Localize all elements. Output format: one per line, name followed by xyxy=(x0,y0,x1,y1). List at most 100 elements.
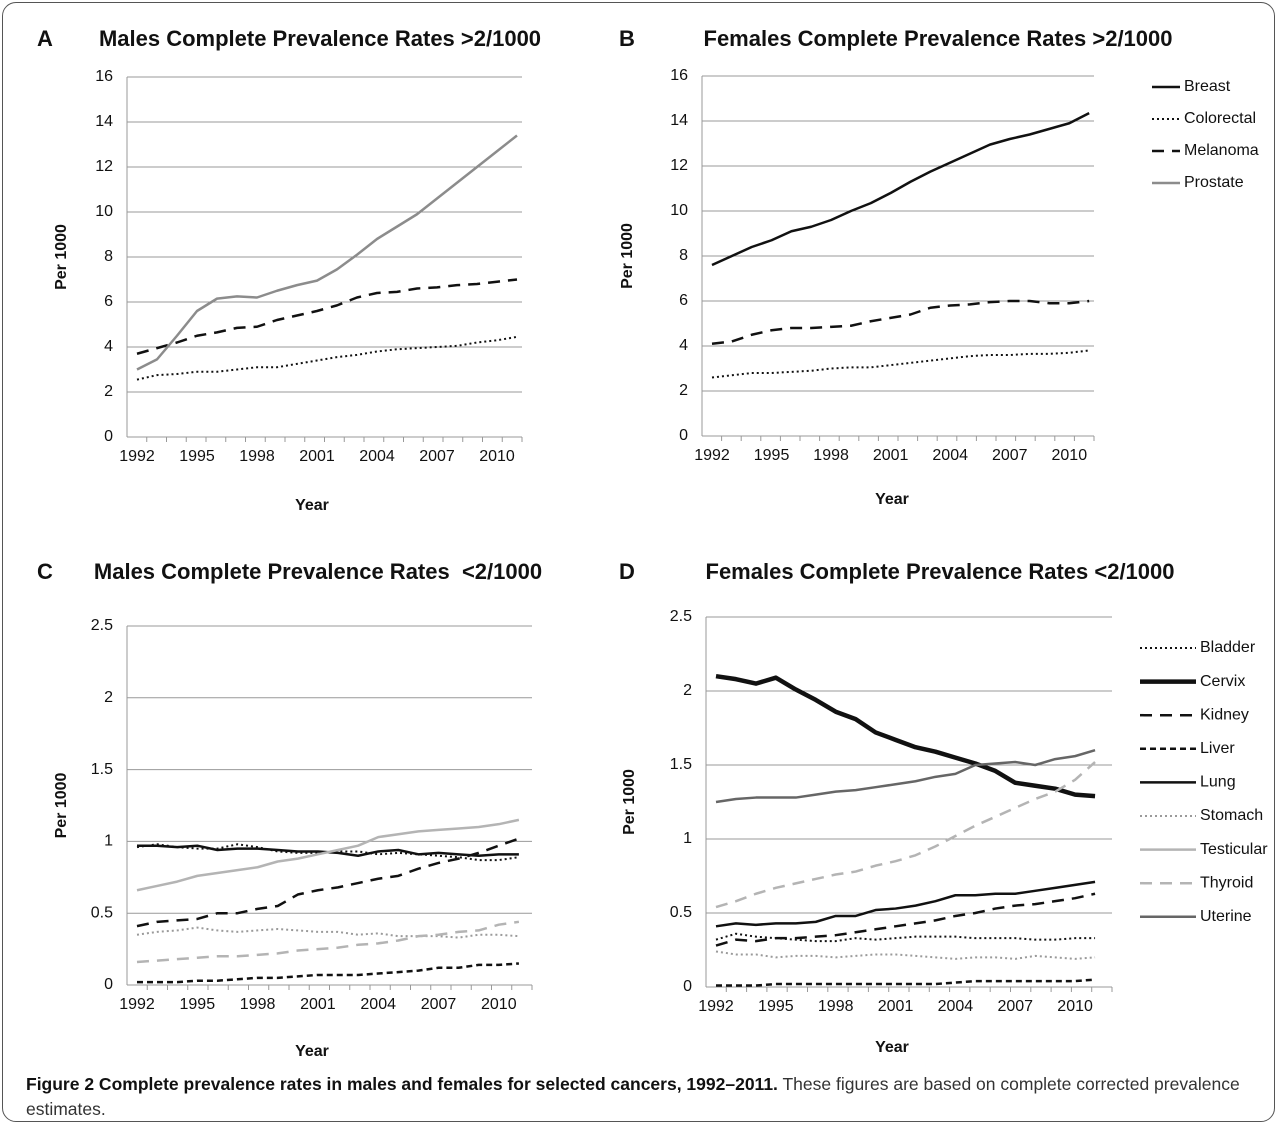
x-tick-label: 2007 xyxy=(421,996,457,1013)
x-tick-label: 1998 xyxy=(813,447,849,464)
data-line xyxy=(715,880,1096,928)
chart-title: Males Complete Prevalence Rates >2/1000 xyxy=(99,26,541,51)
data-line xyxy=(136,837,520,928)
x-tick-label: 2004 xyxy=(360,996,396,1013)
y-tick-label: 1.5 xyxy=(91,761,113,778)
y-tick-label: 2 xyxy=(683,682,692,699)
y-tick-label: 10 xyxy=(95,203,113,220)
y-tick-label: 8 xyxy=(679,247,688,264)
x-tick-label: 2004 xyxy=(938,998,974,1015)
x-axis-label: Year xyxy=(295,1043,329,1060)
x-tick-label: 1995 xyxy=(179,448,215,465)
y-tick-label: 12 xyxy=(670,157,688,174)
data-line xyxy=(715,749,1096,804)
y-tick-label: 2 xyxy=(104,689,113,706)
data-line xyxy=(136,278,518,355)
y-tick-label: 16 xyxy=(670,67,688,84)
y-tick-label: 8 xyxy=(104,248,113,265)
y-tick-label: 0.5 xyxy=(91,904,113,921)
x-tick-label: 1998 xyxy=(239,448,275,465)
y-tick-label: 14 xyxy=(95,113,113,130)
data-line xyxy=(711,349,1090,379)
legend-label: Bladder xyxy=(1200,639,1256,656)
y-tick-label: 0 xyxy=(679,427,688,444)
x-tick-label: 1995 xyxy=(180,996,216,1013)
caption: Figure 2 Complete prevalence rates in ma… xyxy=(26,1072,1266,1122)
y-tick-label: 6 xyxy=(679,292,688,309)
legend-label: Uterine xyxy=(1200,908,1252,925)
data-line xyxy=(715,892,1096,947)
y-tick-label: 0.5 xyxy=(670,904,692,921)
y-tick-label: 16 xyxy=(95,68,113,85)
chart-title: Males Complete Prevalence Rates <2/1000 xyxy=(94,559,542,584)
panel-letter: A xyxy=(37,26,53,51)
x-tick-label: 2001 xyxy=(873,447,909,464)
x-tick-label: 2001 xyxy=(878,998,914,1015)
x-tick-label: 2001 xyxy=(300,996,336,1013)
y-tick-label: 14 xyxy=(670,112,688,129)
y-tick-label: 10 xyxy=(670,202,688,219)
chart-title: Females Complete Prevalence Rates >2/100… xyxy=(704,26,1173,51)
y-tick-label: 0 xyxy=(104,976,113,993)
y-tick-label: 2.5 xyxy=(670,608,692,625)
legend-label: Lung xyxy=(1200,774,1236,791)
data-line xyxy=(137,962,519,984)
y-tick-label: 0 xyxy=(683,978,692,995)
legend-label: Cervix xyxy=(1200,673,1245,690)
legend-label: Kidney xyxy=(1200,706,1249,723)
data-line xyxy=(136,818,520,892)
data-line xyxy=(715,950,1096,960)
data-line xyxy=(715,673,1096,799)
x-axis-label: Year xyxy=(875,1039,909,1056)
x-tick-label: 1995 xyxy=(758,998,794,1015)
x-tick-label: 2004 xyxy=(359,448,395,465)
data-line xyxy=(136,920,520,964)
y-tick-label: 1 xyxy=(104,833,113,850)
legend-label: Liver xyxy=(1200,740,1235,757)
data-line xyxy=(136,335,518,381)
data-line xyxy=(711,299,1090,345)
panel-letter: B xyxy=(619,26,635,51)
data-line xyxy=(136,926,519,939)
y-axis-label: Per 1000 xyxy=(53,772,70,838)
x-tick-label: 1995 xyxy=(754,447,790,464)
legend-label: Prostate xyxy=(1184,174,1244,191)
data-line xyxy=(136,843,520,862)
panel-letter: C xyxy=(37,559,53,584)
x-tick-label: 2001 xyxy=(299,448,335,465)
y-axis-label: Per 1000 xyxy=(53,224,70,290)
y-tick-label: 1 xyxy=(683,830,692,847)
legend-label: Testicular xyxy=(1200,841,1268,858)
y-tick-label: 4 xyxy=(679,337,688,354)
y-tick-label: 12 xyxy=(95,158,113,175)
x-tick-label: 2004 xyxy=(932,447,968,464)
x-tick-label: 1998 xyxy=(818,998,854,1015)
x-tick-label: 1992 xyxy=(694,447,730,464)
panel-letter: D xyxy=(619,559,635,584)
data-line xyxy=(716,978,1096,987)
data-line xyxy=(715,761,1096,909)
x-tick-label: 2007 xyxy=(419,448,455,465)
y-tick-label: 2.5 xyxy=(91,617,113,634)
x-tick-label: 1998 xyxy=(240,996,276,1013)
x-axis-label: Year xyxy=(295,497,329,514)
x-tick-label: 1992 xyxy=(698,998,734,1015)
x-tick-label: 2010 xyxy=(1052,447,1088,464)
y-tick-label: 2 xyxy=(679,382,688,399)
x-tick-label: 2010 xyxy=(479,448,515,465)
legend-label: Colorectal xyxy=(1184,110,1256,127)
caption-text: These figures are based on complete corr… xyxy=(26,1074,1240,1119)
y-tick-label: 2 xyxy=(104,383,113,400)
x-tick-label: 2010 xyxy=(481,996,517,1013)
legend-label: Breast xyxy=(1184,78,1231,95)
y-tick-label: 6 xyxy=(104,293,113,310)
x-axis-label: Year xyxy=(875,491,909,508)
legend-label: Melanoma xyxy=(1184,142,1259,159)
legend-label: Stomach xyxy=(1200,807,1263,824)
x-tick-label: 1992 xyxy=(119,996,155,1013)
x-tick-label: 2007 xyxy=(997,998,1033,1015)
y-tick-label: 0 xyxy=(104,428,113,445)
data-line xyxy=(136,134,518,371)
